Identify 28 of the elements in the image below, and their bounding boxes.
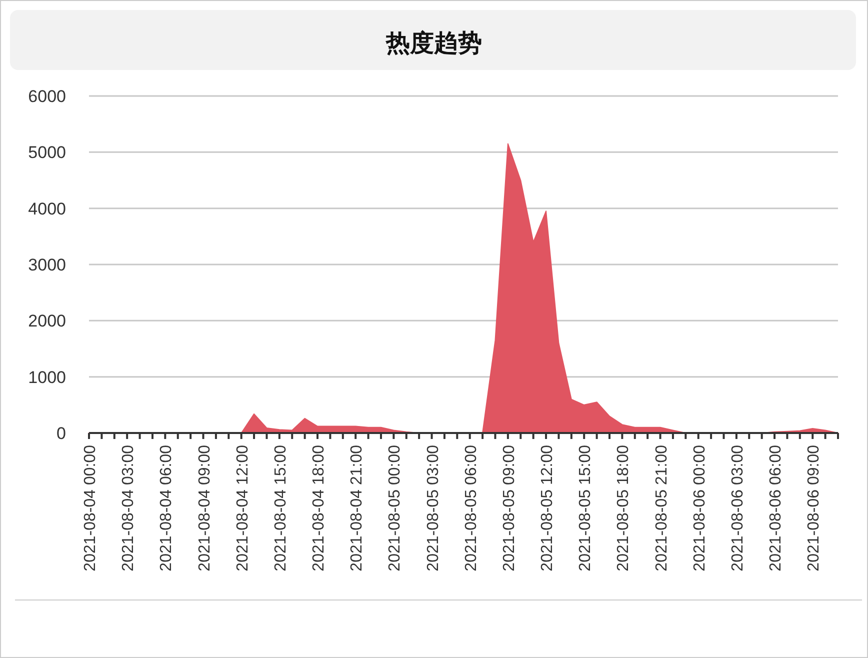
y-tick-label: 3000	[28, 256, 66, 274]
x-tick-label: 2021-08-05 15:00	[577, 444, 594, 572]
x-tick-label: 2021-08-06 03:00	[729, 444, 746, 572]
x-tick-label: 2021-08-04 18:00	[310, 444, 328, 572]
y-tick-label: 6000	[28, 87, 66, 106]
y-tick-label: 0	[56, 424, 66, 443]
x-tick-label: 2021-08-04 12:00	[234, 444, 252, 572]
x-tick-label: 2021-08-06 09:00	[806, 444, 823, 572]
y-tick-label: 5000	[28, 143, 66, 162]
y-tick-label: 1000	[28, 368, 66, 387]
x-tick-label: 2021-08-04 09:00	[196, 444, 214, 572]
x-tick-label: 2021-08-05 12:00	[539, 444, 556, 572]
x-tick-label: 2021-08-05 00:00	[386, 444, 404, 572]
y-tick-label: 2000	[28, 312, 66, 331]
x-tick-label: 2021-08-04 06:00	[158, 444, 176, 572]
x-tick-label: 2021-08-04 21:00	[348, 444, 366, 572]
x-tick-label: 2021-08-04 15:00	[272, 444, 290, 572]
x-tick-label: 2021-08-05 06:00	[462, 444, 480, 572]
x-tick-label: 2021-08-06 00:00	[691, 444, 708, 572]
y-tick-label: 4000	[28, 199, 66, 218]
x-tick-label: 2021-08-06 06:00	[768, 444, 785, 572]
x-tick-label: 2021-08-05 09:00	[500, 444, 518, 572]
x-tick-label: 2021-08-05 18:00	[615, 444, 632, 572]
chart-title: 热度趋势	[385, 30, 482, 57]
x-tick-label: 2021-08-04 03:00	[120, 444, 138, 572]
x-tick-label: 2021-08-05 03:00	[424, 444, 442, 572]
x-tick-label: 2021-08-05 21:00	[653, 444, 670, 572]
x-tick-label: 2021-08-04 00:00	[82, 444, 99, 572]
